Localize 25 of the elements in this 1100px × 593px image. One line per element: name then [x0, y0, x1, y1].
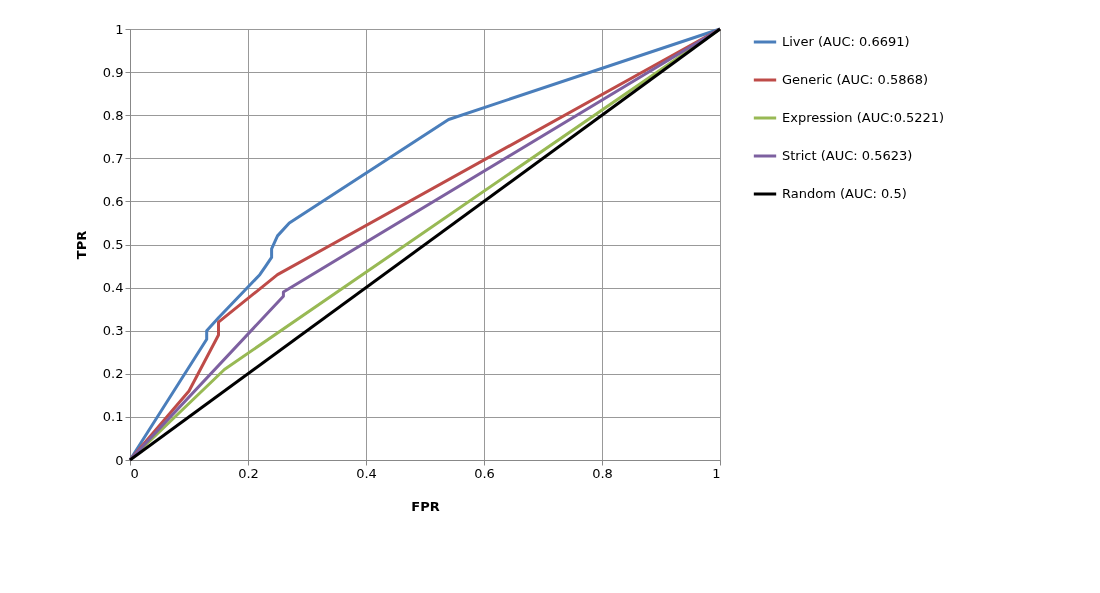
legend-label: Strict (AUC: 0.5623)	[782, 148, 913, 163]
y-tick-label: 0.2	[102, 366, 124, 382]
y-tick-label: 0	[115, 452, 124, 468]
legend-label: Generic (AUC: 0.5868)	[782, 72, 929, 87]
y-tick-label: 0.1	[102, 409, 124, 425]
y-tick-label: 1	[115, 21, 124, 37]
legend-label: Liver (AUC: 0.6691)	[782, 34, 910, 49]
x-tick-label: 0.2	[238, 465, 259, 481]
x-tick-label: 0.8	[592, 465, 613, 481]
legend-label: Random (AUC: 0.5)	[782, 186, 907, 201]
y-tick-label: 0.4	[102, 280, 124, 296]
y-tick-label: 0.5	[102, 237, 124, 252]
x-tick-label: 0.6	[474, 465, 495, 481]
y-tick-label: 0.6	[102, 193, 124, 209]
x-tick-label: 0	[130, 465, 139, 481]
y-tick-label: 0.7	[102, 150, 124, 166]
y-tick-label: 0.9	[102, 64, 124, 80]
legend-label: Expression (AUC:0.5221)	[782, 110, 945, 125]
x-tick-label: 1	[712, 465, 721, 481]
y-tick-label: 0.8	[102, 107, 124, 123]
y-axis-title: TPR	[73, 230, 89, 260]
x-axis-title: FPR	[411, 498, 440, 514]
y-tick-label: 0.3	[102, 323, 124, 339]
line-series	[128, 27, 722, 462]
x-tick-label: 0.4	[356, 465, 377, 481]
